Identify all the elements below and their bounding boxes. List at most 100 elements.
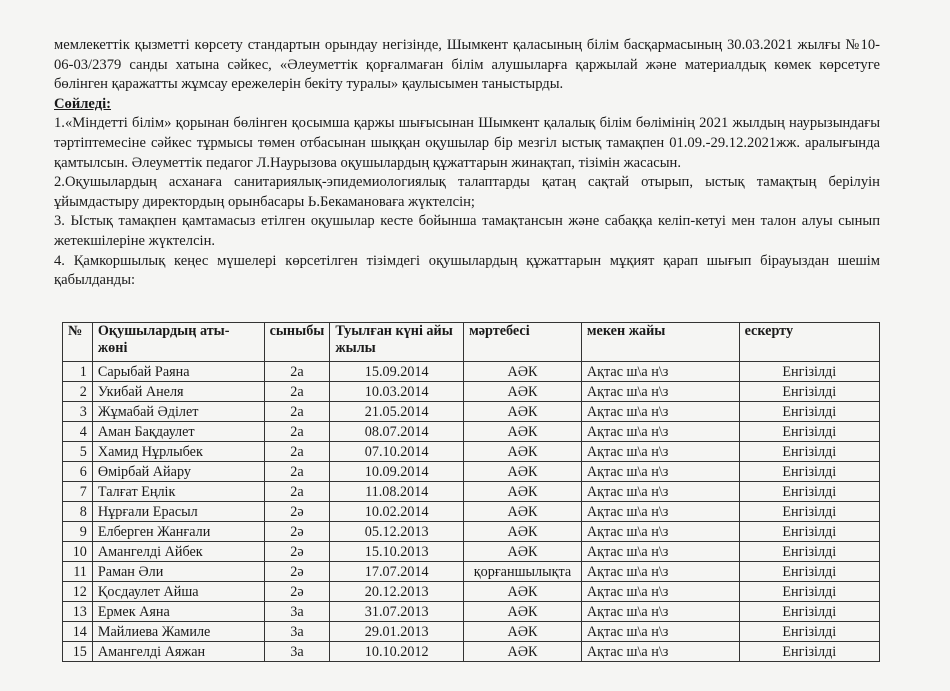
table-cell: Енгізілді [738, 461, 881, 482]
table-cell: 31.07.2013 [329, 601, 465, 622]
table-cell: Ақтас ш\а н\з [580, 561, 740, 582]
table-cell: АӘК [463, 541, 582, 562]
table-cell: Енгізілді [738, 521, 881, 542]
column-header: мәртебесі [463, 322, 582, 362]
table-cell: Ақтас ш\а н\з [580, 421, 740, 442]
table-cell: АӘК [463, 401, 582, 422]
table-cell: Ақтас ш\а н\з [580, 361, 740, 382]
table-cell: Талғат Еңлік [91, 481, 265, 502]
table-cell: 2ә [263, 521, 331, 542]
table-row: 7 Талғат Еңлік 2а 11.08.2014 АӘК Ақтас ш\а н\… [62, 481, 881, 502]
table-cell: Ақтас ш\а н\з [580, 521, 740, 542]
table-cell: Енгізілді [738, 541, 881, 562]
table-cell: Амангелді Айбек [91, 541, 265, 562]
table-cell: Енгізілді [738, 441, 881, 462]
table-cell: 07.10.2014 [329, 441, 465, 462]
table-cell: 3 [62, 401, 93, 422]
table-row: 1 Сарыбай Раяна 2а 15.09.2014 АӘК Ақтас ш\а н… [62, 361, 881, 382]
table-cell: Енгізілді [738, 361, 881, 382]
table-cell: АӘК [463, 441, 582, 462]
student-table: № Оқушылардың аты-жөні сыныбы Туылған күні … [62, 322, 881, 662]
table-cell: 08.07.2014 [329, 421, 465, 442]
table-cell: Ақтас ш\а н\з [580, 401, 740, 422]
table-row: 2 Укибай Анеля 2а 10.03.2014 АӘК Ақтас ш\а н\… [62, 381, 881, 402]
table-cell: Енгізілді [738, 561, 881, 582]
table-cell: АӘК [463, 621, 582, 642]
table-cell: АӘК [463, 641, 582, 662]
paragraph: мемлекеттік қызметті көрсету стандартын … [54, 37, 880, 93]
table-cell: Нұрғали Ерасыл [91, 501, 265, 522]
table-cell: 2а [263, 461, 331, 482]
table-cell: 17.07.2014 [329, 561, 465, 582]
table-cell: Енгізілді [738, 481, 881, 502]
table-cell: 20.12.2013 [329, 581, 465, 602]
table-cell: Ақтас ш\а н\з [580, 441, 740, 462]
table-cell: 5 [62, 441, 93, 462]
table-cell: 3а [263, 601, 331, 622]
table-cell: Майлиева Жамиле [91, 621, 265, 642]
item: 4. Қамкоршылық кеңес мүшелері көрсетілге… [54, 252, 880, 289]
table-cell: АӘК [463, 501, 582, 522]
table-cell: 4 [62, 421, 93, 442]
table-cell: қорғаншылықта [463, 561, 582, 582]
table-cell: 2ә [263, 561, 331, 582]
table-cell: 29.01.2013 [329, 621, 465, 642]
table-cell: Хамид Нұрлыбек [91, 441, 265, 462]
table-cell: 1 [62, 361, 93, 382]
table-cell: Енгізілді [738, 621, 881, 642]
table-row: 3 Жұмабай Әділет 2а 21.05.2014 АӘК Ақтас ш\а … [62, 401, 881, 422]
table-cell: Енгізілді [738, 401, 881, 422]
table-cell: Ермек Аяна [91, 601, 265, 622]
table-cell: 2а [263, 381, 331, 402]
table-cell: 11.08.2014 [329, 481, 465, 502]
table-cell: АӘК [463, 601, 582, 622]
table-cell: Енгізілді [738, 601, 881, 622]
table-row: 13 Ермек Аяна 3а 31.07.2013 АӘК Ақтас ш\а н\з… [62, 601, 881, 622]
table-cell: 2а [263, 361, 331, 382]
table-cell: 21.05.2014 [329, 401, 465, 422]
table-cell: Аман Бақдаулет [91, 421, 265, 442]
table-cell: АӘК [463, 421, 582, 442]
table-cell: 2ә [263, 501, 331, 522]
table-row: 11 Раман Әли 2ә 17.07.2014 қорғаншылықта Ақта… [62, 561, 881, 582]
table-cell: АӘК [463, 381, 582, 402]
table-cell: 15 [62, 641, 93, 662]
table-cell: Сарыбай Раяна [91, 361, 265, 382]
table-cell: Енгізілді [738, 581, 881, 602]
table-cell: Ақтас ш\а н\з [580, 641, 740, 662]
table-cell: 12 [62, 581, 93, 602]
table-cell: 8 [62, 501, 93, 522]
table-cell: 14 [62, 621, 93, 642]
table-cell: Ақтас ш\а н\з [580, 461, 740, 482]
table-cell: 05.12.2013 [329, 521, 465, 542]
table-cell: Ақтас ш\а н\з [580, 481, 740, 502]
table-cell: Енгізілді [738, 381, 881, 402]
column-header: № [62, 322, 93, 362]
table-cell: 2а [263, 481, 331, 502]
table-cell: 2ә [263, 541, 331, 562]
table-cell: Ақтас ш\а н\з [580, 601, 740, 622]
table-row: 6 Өмірбай Айару 2а 10.09.2014 АӘК Ақтас ш\а н… [62, 461, 881, 482]
table-cell: 15.09.2014 [329, 361, 465, 382]
table-cell: 6 [62, 461, 93, 482]
table-cell: 10.10.2012 [329, 641, 465, 662]
table-cell: 9 [62, 521, 93, 542]
table-cell: Енгізілді [738, 641, 881, 662]
column-header: мекен жайы [580, 322, 740, 362]
table-cell: Амангелді Аяжан [91, 641, 265, 662]
item: 1.«Міндетті білім» қорынан бөлінген қосы… [54, 115, 880, 171]
table-cell: Енгізілді [738, 501, 881, 522]
table-cell: АӘК [463, 581, 582, 602]
table-cell: Енгізілді [738, 421, 881, 442]
table-cell: 2а [263, 421, 331, 442]
column-header: Туылған күні айы жылы [329, 322, 465, 362]
table-cell: АӘК [463, 461, 582, 482]
table-row: 12 Қосдаулет Айша 2ә 20.12.2013 АӘК Ақтас ш\а… [62, 581, 881, 602]
column-header: ескерту [738, 322, 881, 362]
table-cell: АӘК [463, 521, 582, 542]
table-cell: 3а [263, 641, 331, 662]
table-cell: 2ә [263, 581, 331, 602]
table-cell: 2а [263, 441, 331, 462]
table-cell: Ақтас ш\а н\з [580, 581, 740, 602]
table-row: 8 Нұрғали Ерасыл 2ә 10.02.2014 АӘК Ақтас ш\а … [62, 501, 881, 522]
